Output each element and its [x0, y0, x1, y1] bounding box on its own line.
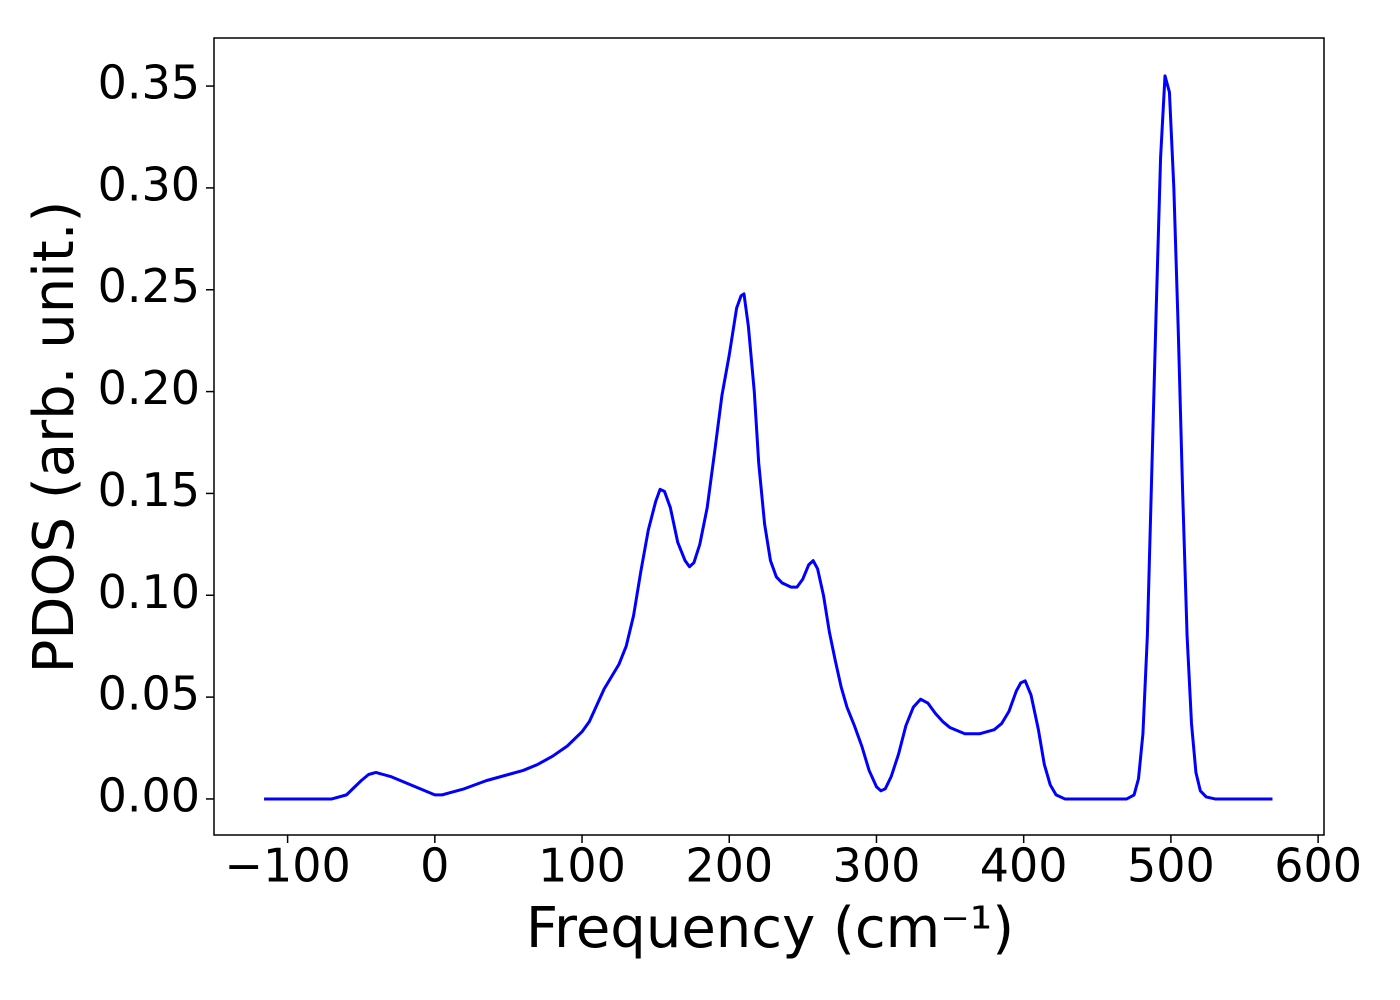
line-series	[264, 74, 1273, 801]
x-tick-label: 200	[685, 839, 773, 893]
x-tick-label: 0	[420, 839, 449, 893]
x-tick-label: 600	[1274, 839, 1362, 893]
x-tick-label: 100	[538, 839, 626, 893]
y-tick-label: 0.35	[98, 56, 200, 110]
y-tick-label: 0.20	[98, 361, 200, 415]
y-tick-label: 0.15	[98, 463, 200, 517]
x-tick-label: −100	[224, 839, 350, 893]
y-tick-label: 0.10	[98, 565, 200, 619]
y-tick-label: 0.30	[98, 157, 200, 211]
y-tick-label: 0.25	[98, 259, 200, 313]
plot-frame	[213, 37, 1325, 836]
x-tick-label: 500	[1127, 839, 1215, 893]
y-tick-label: 0.05	[98, 667, 200, 721]
y-tick-label: 0.00	[98, 768, 200, 822]
x-axis-label: Frequency (cm⁻¹)	[526, 896, 1014, 961]
x-tick-label: 400	[980, 839, 1068, 893]
y-axis-label: PDOS (arb. unit.)	[22, 201, 87, 674]
x-tick-label: 300	[833, 839, 921, 893]
